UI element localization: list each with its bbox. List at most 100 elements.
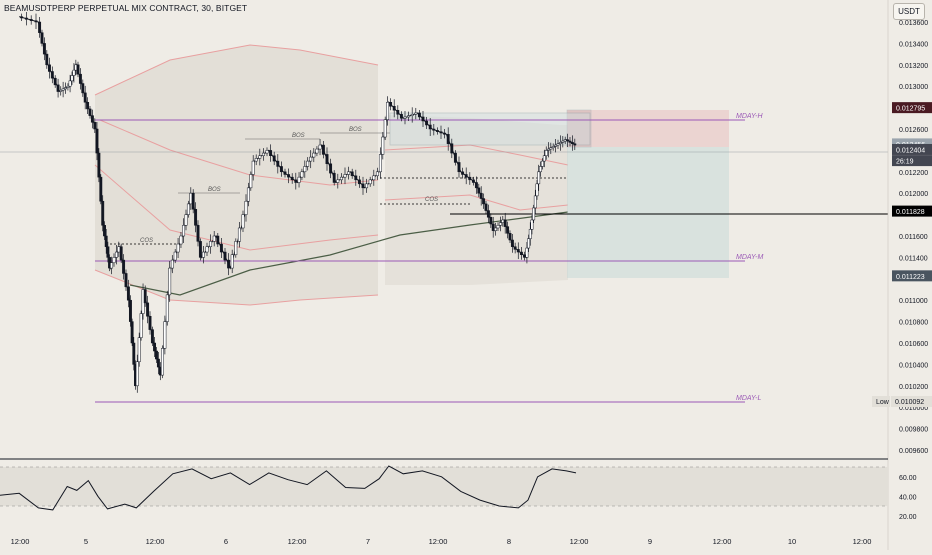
candle-body [544,150,548,156]
candle-body [156,358,160,368]
candle-body [61,88,65,91]
position-target-zone[interactable] [567,147,729,278]
price-tick-label: 0.009800 [899,427,928,434]
candle-body [212,235,216,242]
mday-h-label: MDAY-H [736,113,764,120]
candle-body [24,17,28,20]
candle-body [201,251,205,258]
candle-body [563,139,567,142]
candle-body [450,143,454,154]
price-tag-label: 0.012404 [896,147,925,154]
price-tag-box [892,102,932,114]
candle-body [403,116,407,119]
time-tick-label: 9 [648,537,652,546]
position-stop-zone[interactable] [567,110,729,147]
candle-body [389,102,393,107]
candle-body [329,163,333,174]
candle-body [176,243,180,253]
candle-body [106,246,110,258]
candle-body [350,171,354,177]
candle-body [491,223,495,231]
candle-body [494,227,498,231]
candle-body [508,233,512,241]
rsi-tick-label: 60.00 [899,475,917,482]
candle-body [484,203,488,211]
candle-body [566,139,570,142]
candle-body [83,92,87,103]
candle-body [477,187,481,194]
candle-body [155,350,158,360]
candle-body [117,246,121,253]
candle-body [227,259,231,269]
candle-body [294,179,298,183]
price-tick-label: 0.011400 [899,255,928,262]
low-label: Low [876,399,890,406]
price-tick-label: 0.009600 [899,448,928,455]
candle-body [357,179,361,185]
candle-body [139,313,143,338]
time-axis[interactable]: 12:00 5 12:00 6 12:00 7 12:00 8 12:00 9 12:00 10 12:… [11,537,872,546]
candle-body [223,251,227,261]
price-tick-label: 0.010600 [899,341,928,348]
candle-body [309,156,313,162]
candle-body [392,106,396,111]
rsi-tick-label: 20.00 [899,514,917,521]
candle-body [496,225,500,229]
candle-body [414,112,418,115]
candle-body [321,144,325,155]
price-tick-label: 0.011600 [899,234,928,241]
candle-body [103,225,106,237]
candle-body [143,289,147,304]
candle-body [486,210,490,218]
price-tick-label: 0.010200 [899,384,928,391]
price-tag-label: 0.011828 [896,209,925,216]
price-tick-label: 0.013400 [899,41,928,48]
candle-body [269,150,273,156]
candle-body [153,342,157,352]
candle-body [59,89,63,92]
candle-body [539,166,542,173]
candle-body [343,174,347,178]
candle-body [425,120,429,126]
candle-body [528,229,532,239]
price-tag-label: 0.011223 [896,274,925,281]
candle-body [163,321,167,349]
candle-body [428,124,432,130]
candle-body [457,162,461,173]
candle-body [132,342,136,365]
symbol-title[interactable]: BEAMUSDTPERP PERPETUAL MIX CONTRACT, 30,… [4,3,248,13]
candle-body [332,172,336,183]
candle-body [516,249,520,253]
candle-body [558,142,562,144]
price-tag-box [892,205,932,217]
range-box[interactable] [389,112,591,146]
time-tick-label: 12:00 [288,537,307,546]
candle-body [525,247,529,258]
candle-body [40,32,44,44]
candle-body [146,302,150,317]
candle-body [128,299,132,322]
candle-body [137,337,141,362]
envelope-lower-right [384,194,569,211]
price-tag-box [892,143,932,155]
candle-body [471,179,475,183]
candle-body [407,115,411,118]
position-entry-box[interactable] [566,109,592,148]
rsi-series [0,465,577,511]
bos-label-2: BOS [292,133,305,139]
time-tick-label: 12:00 [570,537,589,546]
currency-button[interactable]: USDT [893,3,925,20]
moving-average-line [129,211,569,296]
candle-body [325,154,329,165]
rsi-band [0,467,888,506]
candle-body [186,203,190,215]
time-tick-label: 12:00 [853,537,872,546]
candle-body [45,53,49,66]
envelope-lower-inner [94,164,379,251]
candle-body [506,226,510,234]
candle-body [249,174,253,189]
low-value: 0.010092 [895,399,924,406]
candle-body [76,64,80,75]
